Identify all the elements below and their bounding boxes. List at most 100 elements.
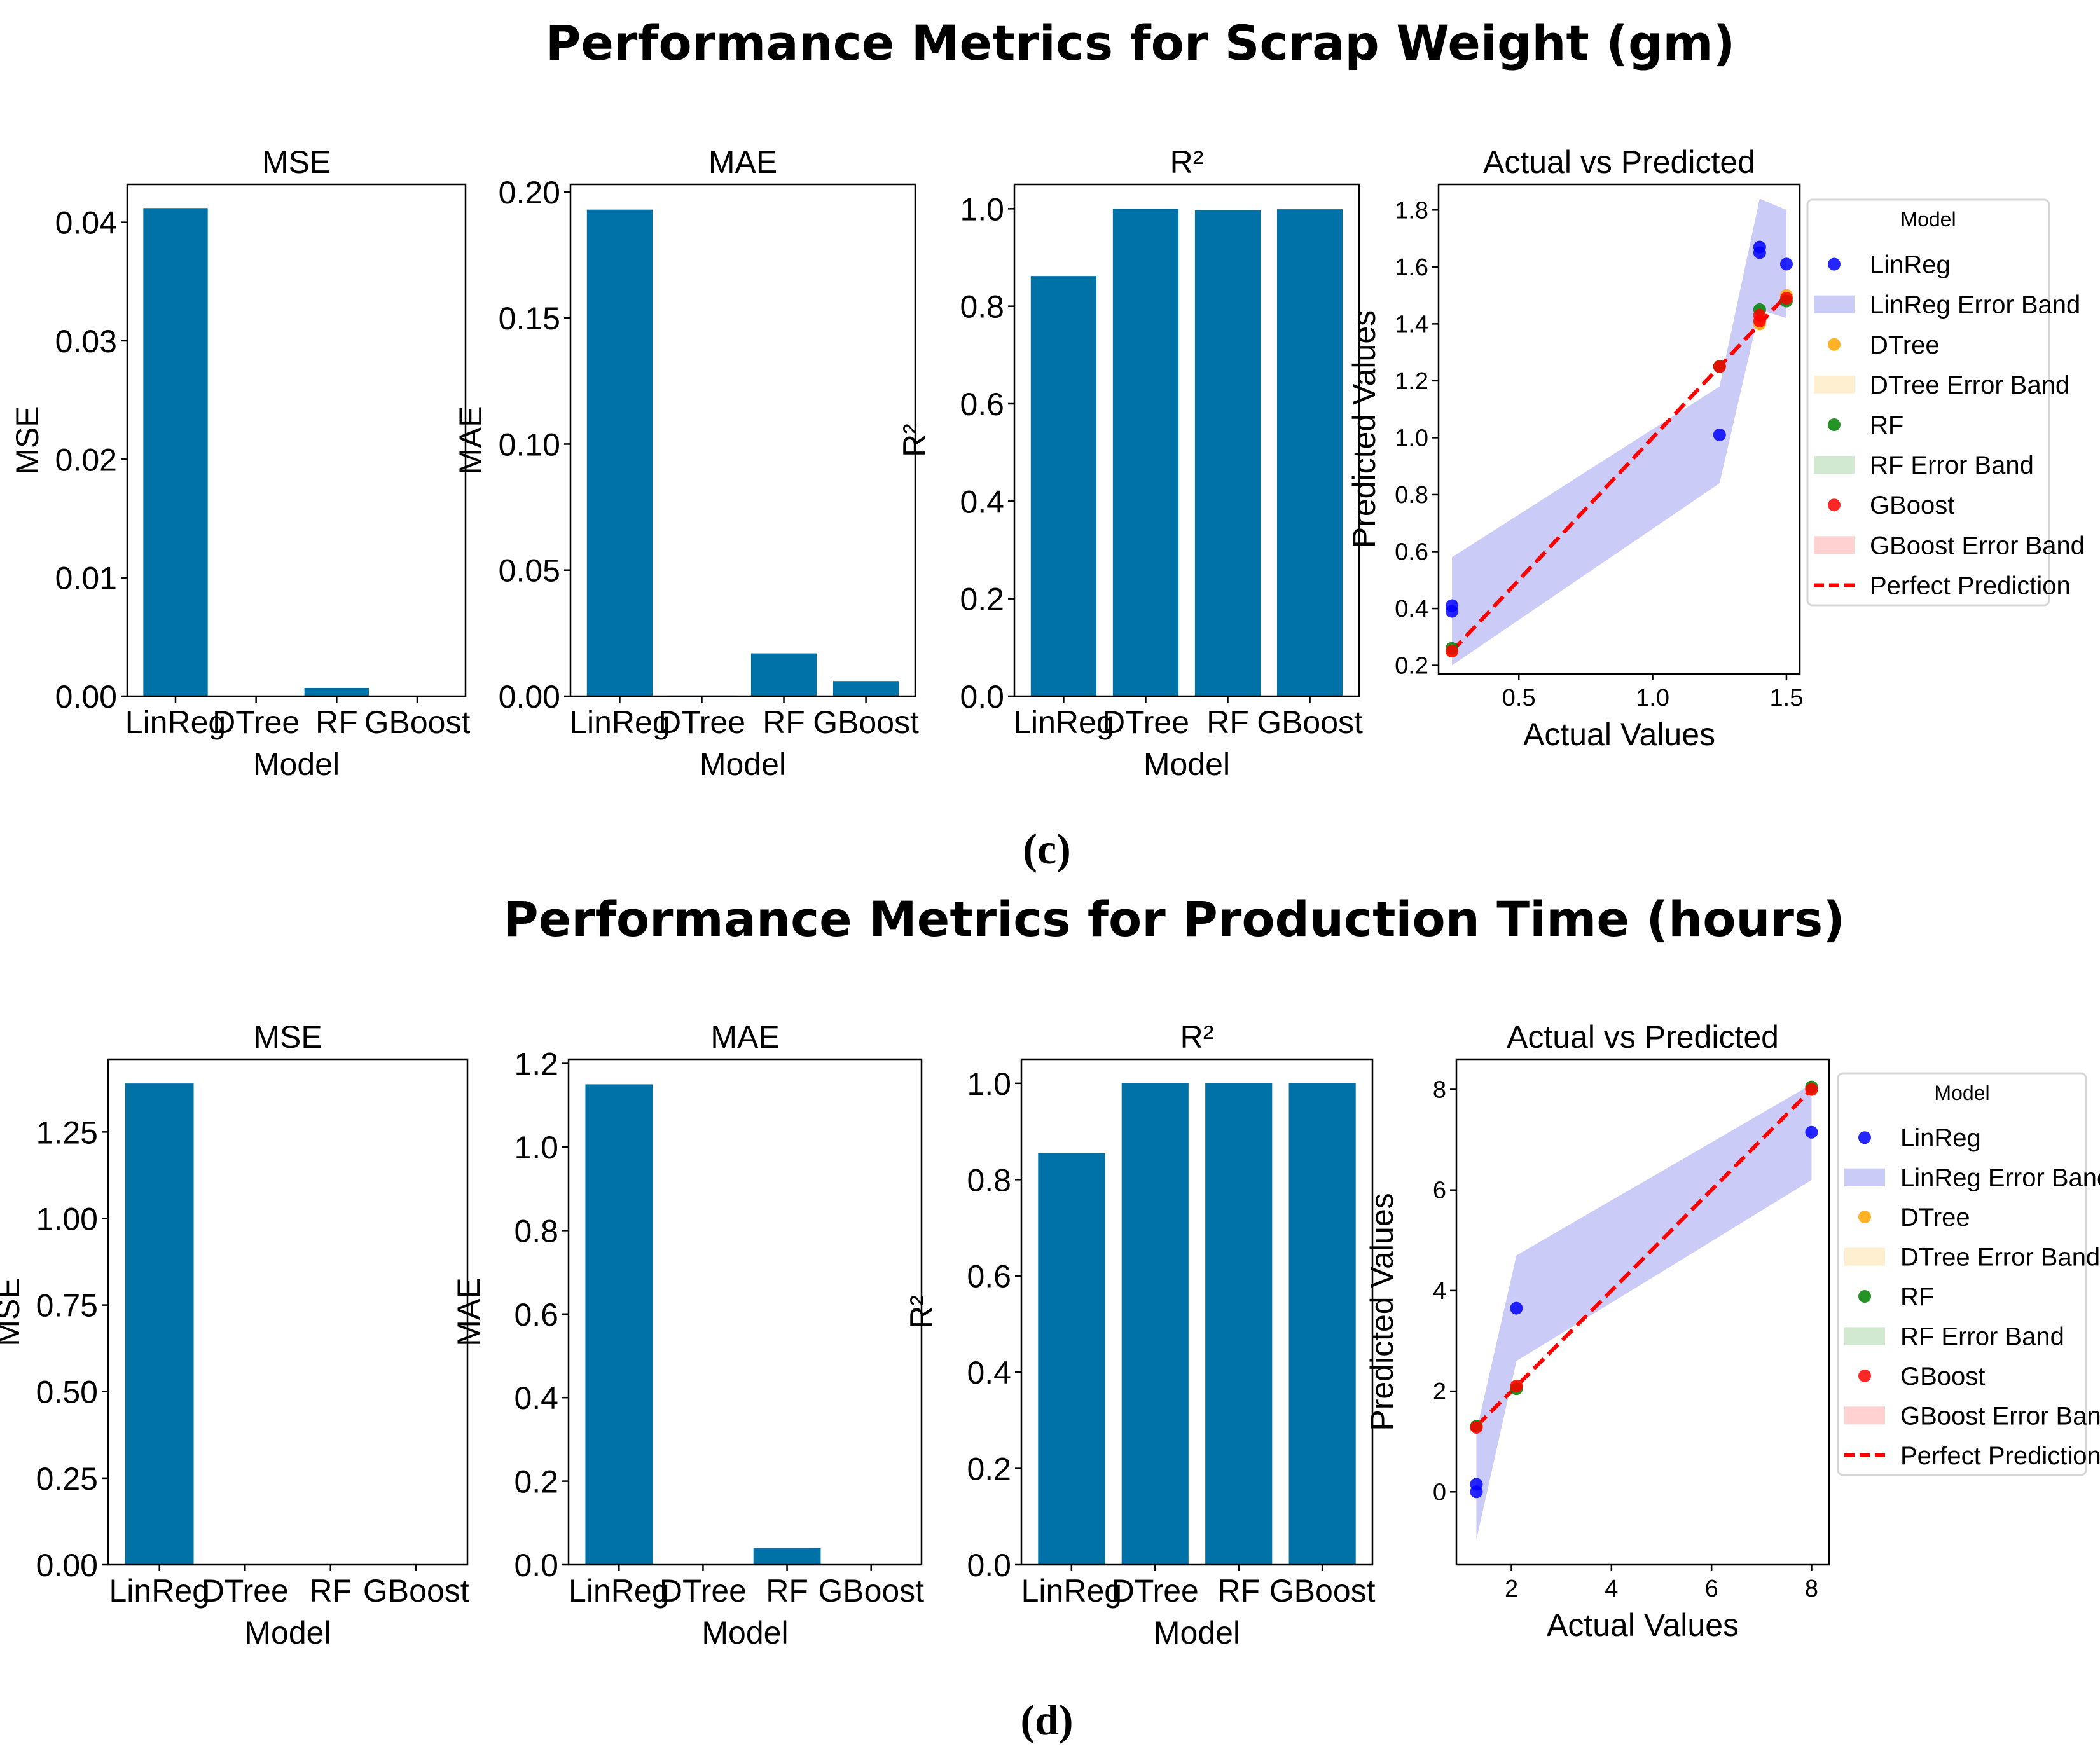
y-tick-label: 0.01 [55,561,117,596]
x-axis-label: Actual Values [1523,717,1715,752]
y-tick-label: 0.03 [55,324,117,359]
y-tick-label: 0.10 [499,427,560,462]
panel-title: R² [1170,144,1204,180]
panel-title: Actual vs Predicted [1507,1019,1779,1055]
linreg-error-band [1476,1084,1812,1540]
y-tick-label: 0.75 [36,1288,98,1324]
x-tick-label: RF [1206,704,1249,740]
x-tick-label: RF [315,704,358,740]
point-gboost [1510,1380,1523,1393]
legend-box [1837,1072,2087,1476]
bar-dtree [1112,209,1179,696]
y-tick-label: 0.8 [960,289,1004,325]
legend-marker-gboost [1858,1369,1871,1382]
figure-d-title: Performance Metrics for Production Time … [503,891,1845,947]
legend-item-label: LinReg Error Band [1900,1164,2100,1192]
point-gboost [1713,360,1726,373]
panel-title: MSE [262,144,331,180]
panel-title: MAE [710,1019,779,1055]
y-axis-label: MSE [0,1277,26,1346]
legend-marker-dtree [1858,1211,1871,1224]
x-tick-label: 4 [1605,1576,1618,1602]
point-linreg [1510,1301,1523,1315]
x-tick-label: LinReg [569,1573,669,1609]
x-tick-label: GBoost [1257,704,1363,740]
x-tick-label: GBoost [364,704,471,740]
y-axis-label: Predicted Values [1346,310,1382,548]
point-linreg [1713,428,1726,441]
x-tick-label: LinReg [109,1573,209,1609]
legend-title: Model [1900,208,1956,231]
bar-linreg [125,1083,194,1565]
y-tick-label: 0.6 [967,1259,1011,1294]
legend-item-label: RF [1900,1283,1934,1311]
legend-band-swatch [1844,1327,1885,1345]
y-tick-label: 0.25 [36,1461,98,1497]
y-axis-label: MAE [451,1277,487,1346]
x-tick-label: DTree [202,1573,289,1609]
legend-band-swatch [1814,375,1855,394]
x-axis-label: Model [253,746,340,782]
panel-d-avp: 2 4 6 8 0 2 4 6 8 Actual vs Predicted Actual Value… [1364,1019,2100,1643]
bar-linreg [143,208,208,696]
y-tick-label: 1.6 [1395,254,1428,281]
bar-rf [304,687,369,696]
x-axis-label: Model [1143,746,1230,782]
point-gboost [1470,1421,1483,1434]
linreg-error-band [1452,198,1786,666]
x-tick-label: 1.5 [1770,685,1804,711]
x-tick-label: 6 [1705,1576,1718,1602]
y-tick-label: 0.8 [514,1213,558,1249]
figure-c-caption: (c) [1023,825,1070,873]
legend: Model LinReg LinReg Error Band DTree DTree E… [1806,198,2085,607]
y-axis-label: R² [897,423,932,457]
y-axis-label: Predicted Values [1364,1193,1400,1431]
point-linreg [1753,240,1766,254]
legend-item-label: RF Error Band [1870,451,2034,479]
x-tick-label: DTree [658,704,745,740]
legend-item-label: GBoost Error Band [1900,1402,2100,1430]
legend-marker-linreg [1828,258,1841,271]
y-tick-label: 0.8 [967,1162,1011,1198]
x-tick-label: LinReg [569,704,670,740]
x-axis-label: Model [1154,1615,1240,1651]
point-linreg [1470,1478,1483,1491]
legend-item-label: DTree [1900,1204,1970,1232]
panel-c-avp: 0.5 1.0 1.5 0.2 0.4 0.6 0.8 1.0 1.2 1.4 1.6 1.8 Actu… [1346,144,2085,752]
legend-item-label: LinReg Error Band [1870,291,2080,319]
y-tick-label: 0.2 [967,1452,1011,1487]
y-tick-label: 0.0 [514,1548,558,1583]
y-tick-label: 1.00 [36,1201,98,1237]
legend-item-label: DTree Error Band [1870,371,2069,399]
figure-d-caption: (d) [1020,1696,1073,1744]
point-gboost [1753,308,1766,322]
y-tick-label: 0.2 [1395,653,1428,680]
bar-gboost [832,681,899,696]
y-tick-label: 0.05 [499,553,560,589]
y-axis-label: MSE [10,406,45,474]
y-tick-label: 1.0 [960,191,1004,227]
x-tick-label: DTree [212,704,300,740]
x-axis-label: Model [701,1615,788,1651]
y-tick-label: 1.2 [514,1047,558,1082]
legend-item-label: DTree Error Band [1900,1244,2100,1272]
x-tick-label: LinReg [1013,704,1114,740]
legend-item-label: RF [1870,411,1903,439]
bar-linreg [586,209,653,697]
y-tick-label: 1.0 [1395,425,1428,451]
x-axis-label: Actual Values [1547,1607,1739,1643]
x-tick-label: 2 [1505,1576,1518,1602]
legend-item-label: GBoost [1900,1363,1985,1390]
y-tick-label: 8 [1433,1076,1446,1103]
y-tick-label: 0.00 [499,679,560,715]
y-tick-label: 1.8 [1395,197,1428,224]
panel-title: Actual vs Predicted [1483,144,1755,180]
axes-frame [1013,183,1360,697]
point-linreg [1805,1125,1818,1139]
point-linreg [1446,599,1459,612]
panel-title: MAE [708,144,777,180]
x-tick-label: 8 [1805,1576,1818,1602]
